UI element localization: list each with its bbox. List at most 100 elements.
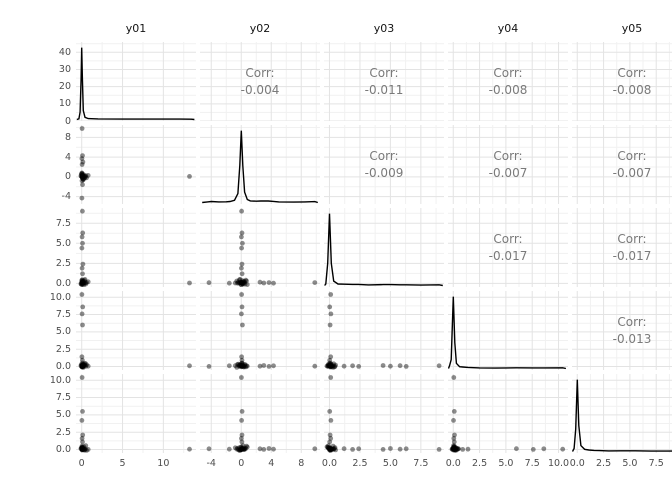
corr-label: Corr: <box>493 65 522 82</box>
data-point <box>187 363 192 368</box>
y-tick-label: -4 <box>41 191 71 202</box>
corr-label: Corr: <box>617 231 646 248</box>
diagonal-density-y04 <box>448 291 568 370</box>
data-point <box>240 363 245 368</box>
data-point <box>227 363 232 368</box>
data-point <box>187 174 192 179</box>
data-point <box>329 312 334 317</box>
y-tick-label: 5.0 <box>41 326 71 337</box>
data-point <box>329 418 334 423</box>
corr-label: Corr: <box>617 314 646 331</box>
data-point <box>404 364 409 369</box>
data-point <box>381 363 386 368</box>
data-point <box>381 447 386 452</box>
y-tick-label: 2.5 <box>41 427 71 438</box>
data-point <box>80 418 85 423</box>
data-point <box>239 246 244 251</box>
y-tick-label: 4 <box>41 152 71 163</box>
data-point <box>187 281 192 286</box>
data-point <box>80 323 85 328</box>
data-point <box>328 323 333 328</box>
corr-panel-y04-y05: Corr:-0.013 <box>572 291 672 370</box>
data-point <box>240 447 245 452</box>
corr-value-y01-y05: -0.008 <box>613 82 652 99</box>
diagonal-density-y03 <box>324 208 444 287</box>
data-point <box>328 292 333 297</box>
y-tick-label: 0.0 <box>41 444 71 455</box>
data-point <box>437 363 442 368</box>
data-point <box>271 447 276 452</box>
scatter-panel-y02-vs-y01 <box>76 125 196 204</box>
y-tick-label: 5.0 <box>41 409 71 420</box>
column-strip-y05: y05 <box>572 20 672 38</box>
diagonal-density-y02 <box>200 125 320 204</box>
data-point <box>239 312 244 317</box>
data-point <box>350 363 355 368</box>
data-point <box>452 440 457 445</box>
corr-panel-y01-y03: Corr:-0.011 <box>324 42 444 121</box>
corr-label: Corr: <box>493 148 522 165</box>
data-point <box>327 409 332 414</box>
data-point <box>437 447 442 452</box>
scatter-panel-y04-vs-y02 <box>200 291 320 370</box>
data-point <box>80 447 85 452</box>
data-point <box>271 281 276 286</box>
data-point <box>240 281 245 286</box>
density-curve-y01 <box>77 48 195 120</box>
data-point <box>80 162 85 167</box>
data-point <box>239 266 244 271</box>
corr-value-y01-y04: -0.008 <box>489 82 528 99</box>
data-point <box>531 447 536 452</box>
y-tick-label: 2.5 <box>41 258 71 269</box>
data-point <box>80 126 85 131</box>
data-point <box>267 280 272 285</box>
data-point <box>80 305 85 310</box>
data-point <box>239 418 244 423</box>
y-tick-label: 7.5 <box>41 309 71 320</box>
pairs-plot: y01y02y03y04y05y01y02y03y04y05Corr:-0.00… <box>40 16 672 496</box>
data-point <box>327 358 332 363</box>
y-tick-label: 20 <box>41 81 71 92</box>
data-point <box>80 196 85 201</box>
corr-value-y03-y04: -0.017 <box>489 248 528 265</box>
data-point <box>342 364 347 369</box>
x-tick-label: 10 <box>145 458 181 469</box>
data-point <box>240 323 245 328</box>
data-point <box>451 418 456 423</box>
data-point <box>80 358 85 363</box>
data-point <box>451 375 456 380</box>
data-point <box>398 363 403 368</box>
data-point <box>452 409 457 414</box>
scatter-panel-y03-vs-y01 <box>76 208 196 287</box>
corr-label: Corr: <box>617 148 646 165</box>
scatter-panel-y05-vs-y03 <box>324 374 444 453</box>
data-point <box>80 174 85 179</box>
data-point <box>356 446 361 451</box>
data-point <box>342 446 347 451</box>
data-point <box>80 440 85 445</box>
y-tick-label: 0 <box>41 116 71 127</box>
corr-panel-y01-y04: Corr:-0.008 <box>448 42 568 121</box>
column-strip-y02: y02 <box>200 20 320 38</box>
column-strip-y01: y01 <box>76 20 196 38</box>
scatter-panel-y04-vs-y01 <box>76 291 196 370</box>
corr-value-y02-y05: -0.007 <box>613 165 652 182</box>
data-point <box>240 409 245 414</box>
y-tick-label: 10.0 <box>41 292 71 303</box>
corr-panel-y01-y02: Corr:-0.004 <box>200 42 320 121</box>
data-point <box>404 446 409 451</box>
data-point <box>80 235 85 240</box>
corr-value-y04-y05: -0.013 <box>613 331 652 348</box>
data-point <box>312 280 317 285</box>
data-point <box>207 280 212 285</box>
data-point <box>80 182 85 187</box>
scatter-panel-y05-vs-y01 <box>76 374 196 453</box>
x-tick-label: 10.0 <box>665 458 672 469</box>
data-point <box>388 446 393 451</box>
data-point <box>80 241 85 246</box>
data-point <box>207 446 212 451</box>
density-curve-y03 <box>325 214 443 286</box>
data-point <box>258 364 263 369</box>
data-point <box>80 409 85 414</box>
data-point <box>312 364 317 369</box>
